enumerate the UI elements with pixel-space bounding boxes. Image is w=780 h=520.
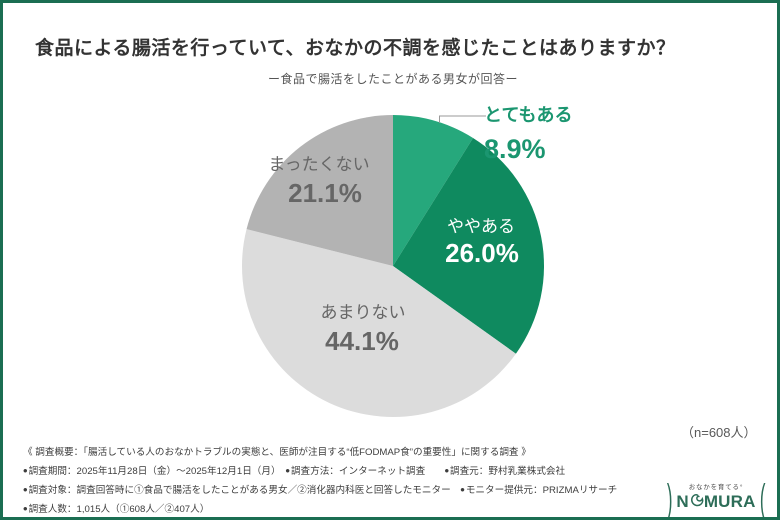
svg-text:8.9%: 8.9% — [484, 134, 546, 164]
svg-text:あまりない: あまりない — [321, 303, 406, 322]
svg-text:まったくない: まったくない — [268, 155, 369, 174]
svg-text:26.0%: 26.0% — [445, 238, 519, 268]
svg-text:ややある: ややある — [447, 217, 515, 236]
svg-text:21.1%: 21.1% — [288, 178, 362, 208]
svg-text:とてもある: とてもある — [484, 105, 573, 125]
svg-text:44.1%: 44.1% — [325, 326, 399, 356]
